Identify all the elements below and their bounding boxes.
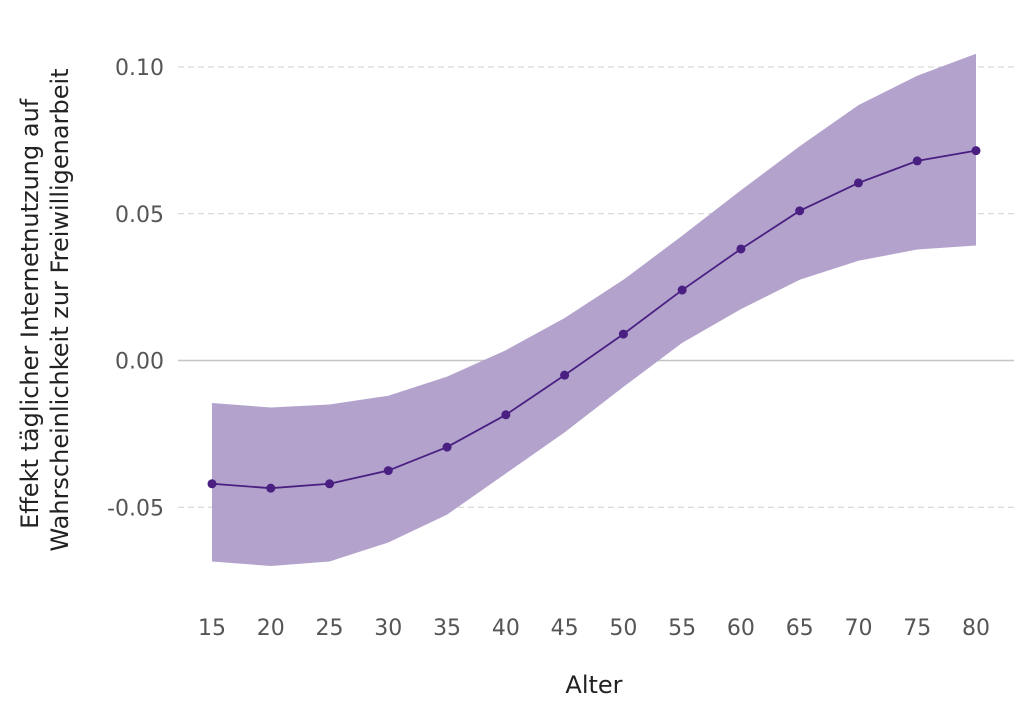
y-axis-title-line-2: Wahrscheinlichkeit zur Freiwilligenarbei… bbox=[46, 68, 74, 551]
x-tick-label: 45 bbox=[551, 616, 579, 641]
data-point bbox=[853, 178, 863, 188]
confidence-band bbox=[212, 53, 976, 566]
x-tick-label: 60 bbox=[727, 616, 755, 641]
x-tick-label: 35 bbox=[433, 616, 461, 641]
y-axis-title-line-1: Effekt täglicher Internetnutzung auf bbox=[16, 98, 44, 529]
x-tick-label: 55 bbox=[668, 616, 696, 641]
data-points bbox=[207, 146, 981, 493]
x-tick-label: 25 bbox=[316, 616, 344, 641]
data-point bbox=[207, 479, 217, 489]
data-point bbox=[618, 329, 628, 339]
data-point bbox=[560, 370, 570, 380]
effect-line-layer bbox=[211, 149, 977, 490]
x-tick-label: 40 bbox=[492, 616, 520, 641]
data-point bbox=[442, 442, 452, 452]
x-tick-label: 20 bbox=[257, 616, 285, 641]
x-tick-label: 70 bbox=[844, 616, 872, 641]
data-point bbox=[325, 479, 335, 489]
data-point bbox=[736, 244, 746, 254]
x-axis-title: Alter bbox=[565, 671, 622, 699]
x-tick-label: 65 bbox=[786, 616, 814, 641]
x-tick-label: 80 bbox=[962, 616, 990, 641]
data-point bbox=[501, 410, 511, 420]
data-point bbox=[677, 285, 687, 295]
y-tick-label: -0.05 bbox=[107, 496, 164, 521]
x-axis-tick-labels: 15 20 25 30 35 40 45 50 55 60 65 70 75 80 bbox=[198, 616, 990, 641]
y-axis-title: Effekt täglicher Internetnutzung auf Wah… bbox=[16, 68, 74, 551]
x-tick-label: 15 bbox=[198, 616, 226, 641]
y-tick-label: 0.10 bbox=[115, 56, 164, 81]
data-point bbox=[266, 483, 276, 493]
y-tick-label: 0.00 bbox=[115, 350, 164, 375]
data-point bbox=[383, 466, 393, 476]
confidence-band-layer bbox=[212, 53, 976, 566]
data-point bbox=[971, 146, 981, 156]
data-point bbox=[912, 156, 922, 166]
y-tick-label: 0.05 bbox=[115, 203, 164, 228]
x-tick-label: 75 bbox=[903, 616, 931, 641]
effect-line bbox=[211, 149, 977, 490]
data-point bbox=[795, 206, 805, 216]
x-tick-label: 30 bbox=[374, 616, 402, 641]
y-axis-tick-labels: 0.10 0.05 0.00 -0.05 bbox=[107, 56, 164, 521]
x-tick-label: 50 bbox=[609, 616, 637, 641]
